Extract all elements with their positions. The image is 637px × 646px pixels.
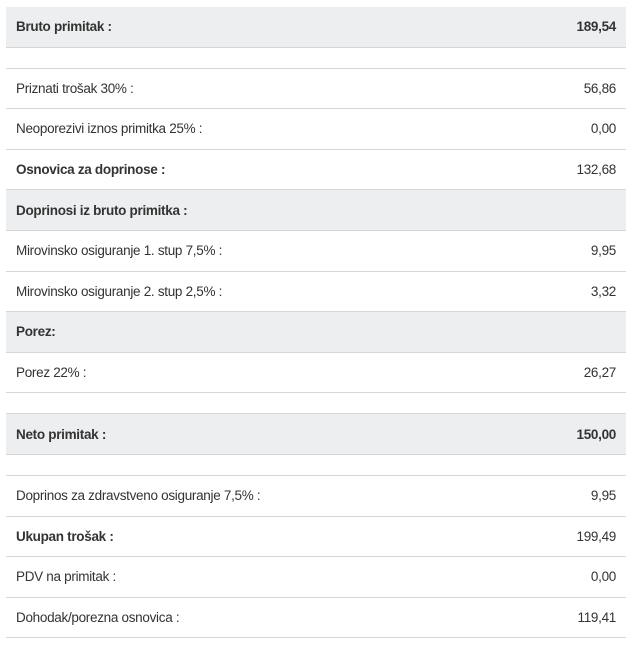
row-value: 119,41	[577, 610, 617, 626]
spacer-row	[6, 393, 626, 415]
row-value: 3,32	[590, 283, 616, 299]
row-label: Neto primitak :	[16, 426, 107, 442]
table-row: Doprinos za zdravstveno osiguranje 7,5% …	[6, 476, 626, 517]
row-label: Doprinosi iz bruto primitka :	[16, 202, 188, 218]
row-label: Mirovinsko osiguranje 1. stup 7,5% :	[16, 243, 223, 259]
calculation-table: Bruto primitak : 189,54 Priznati trošak 30…	[6, 7, 626, 639]
row-value: 9,95	[590, 488, 616, 504]
spacer-row	[6, 48, 626, 69]
row-label: Doprinos za zdravstveno osiguranje 7,5% …	[16, 488, 261, 504]
summary-row: Bruto primitak : 189,54	[6, 7, 626, 48]
table-row: Osnovica za doprinose : 132,68	[6, 150, 626, 191]
row-value: 9,95	[590, 243, 616, 259]
table-row: Priznati trošak 30% : 56,86	[6, 69, 626, 110]
row-value: 26,27	[583, 365, 617, 381]
row-value: 132,68	[576, 162, 617, 178]
row-label: Bruto primitak :	[16, 19, 112, 35]
table-row: Ukupan trošak : 199,49	[6, 517, 626, 558]
row-label: Osnovica za doprinose :	[16, 162, 166, 178]
row-label: Porez 22% :	[16, 365, 87, 381]
section-header-row: Doprinosi iz bruto primitka :	[6, 190, 626, 231]
row-value: 0,00	[590, 121, 616, 137]
table-row: PDV na primitak : 0,00	[6, 557, 626, 598]
table-row: Neoporezivi iznos primitka 25% : 0,00	[6, 109, 626, 150]
row-value: 0,00	[590, 569, 616, 585]
table-row: Dohodak/porezna osnovica : 119,41	[6, 598, 626, 639]
row-value: 199,49	[576, 528, 617, 544]
section-header-row: Porez:	[6, 312, 626, 353]
row-value: 56,86	[583, 80, 617, 96]
row-label: PDV na primitak :	[16, 569, 116, 585]
row-label: Ukupan trošak :	[16, 528, 114, 544]
row-value: 150,00	[576, 426, 617, 442]
table-row: Mirovinsko osiguranje 2. stup 2,5% : 3,32	[6, 272, 626, 313]
row-label: Dohodak/porezna osnovica :	[16, 610, 180, 626]
row-label: Porez:	[16, 324, 56, 340]
row-label: Priznati trošak 30% :	[16, 80, 134, 96]
row-label: Neoporezivi iznos primitka 25% :	[16, 121, 203, 137]
summary-row: Neto primitak : 150,00	[6, 414, 626, 455]
spacer-row	[6, 455, 626, 476]
table-row: Mirovinsko osiguranje 1. stup 7,5% : 9,95	[6, 231, 626, 272]
row-label: Mirovinsko osiguranje 2. stup 2,5% :	[16, 283, 223, 299]
table-row: Porez 22% : 26,27	[6, 353, 626, 394]
row-value: 189,54	[576, 19, 617, 35]
